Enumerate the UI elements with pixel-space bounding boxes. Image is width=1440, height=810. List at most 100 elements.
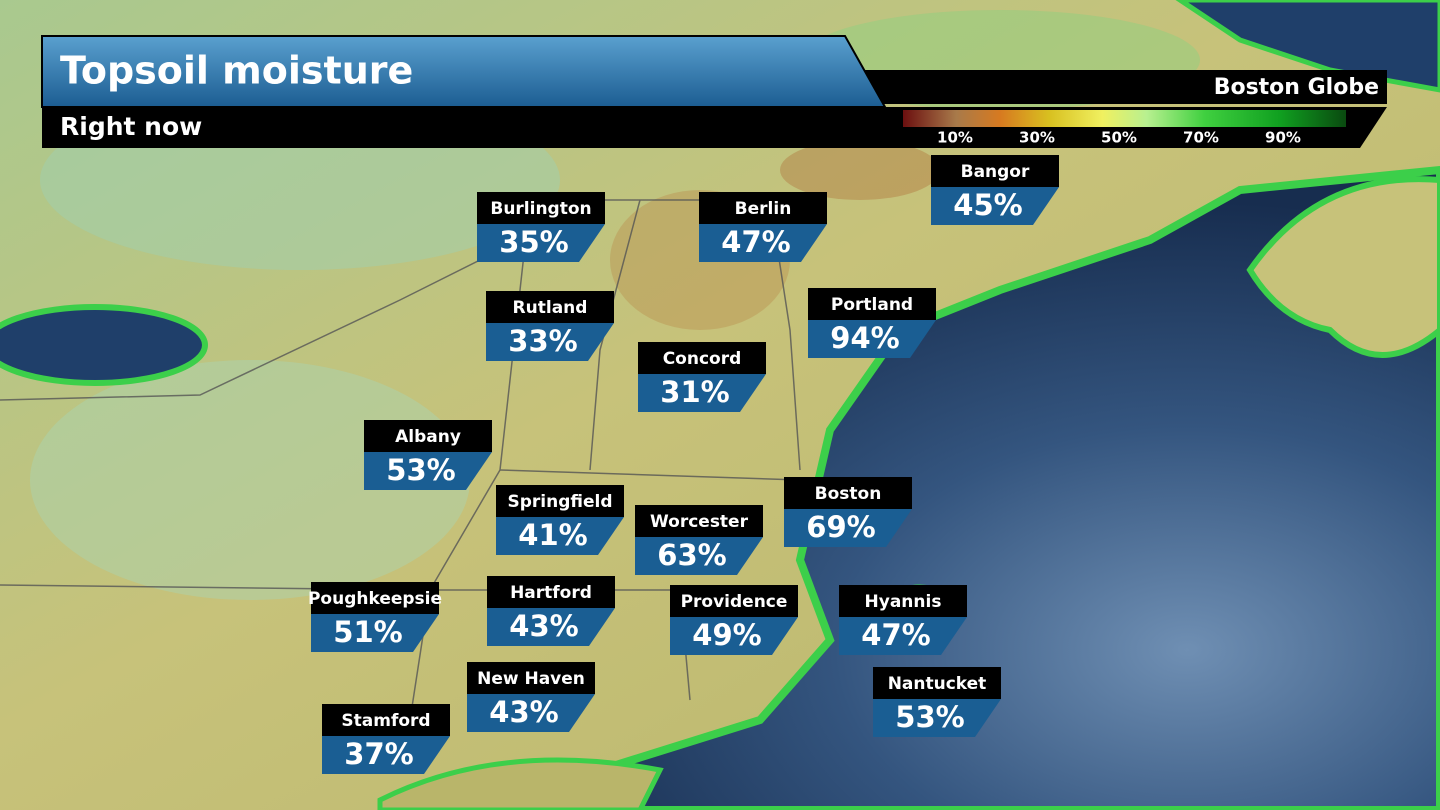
value-box — [477, 224, 605, 262]
value-box — [784, 509, 912, 547]
city-label: Hyannis 47% — [839, 585, 967, 655]
name-box — [467, 662, 595, 694]
city-label: Springfield 41% — [496, 485, 624, 555]
city-value: 35% — [499, 225, 568, 259]
value-box — [670, 617, 798, 655]
city-value: 49% — [692, 618, 761, 652]
city-label: Boston 69% — [784, 477, 912, 547]
ocean — [429, 165, 1440, 810]
name-box — [496, 485, 624, 517]
city-name: Worcester — [650, 512, 749, 532]
name-box — [699, 192, 827, 224]
city-name: Rutland — [513, 298, 588, 318]
city-value: 47% — [861, 618, 930, 652]
city-name: Nantucket — [888, 674, 987, 694]
city-name: Providence — [681, 592, 788, 612]
legend-scale — [903, 110, 1346, 127]
name-box — [486, 291, 614, 323]
legend-label: 10% — [937, 129, 973, 147]
value-box — [635, 537, 763, 575]
city-label: Portland 94% — [808, 288, 936, 358]
city-value: 63% — [657, 538, 726, 572]
legend-label: 90% — [1265, 129, 1301, 147]
city-name: Burlington — [490, 199, 591, 219]
name-box — [873, 667, 1001, 699]
lake — [0, 304, 208, 386]
city-value: 41% — [518, 518, 587, 552]
brand: Boston Globe — [1214, 75, 1379, 100]
legend-label: 30% — [1019, 129, 1055, 147]
city-value: 51% — [333, 615, 402, 649]
city-value: 53% — [895, 700, 964, 734]
title: Topsoil moisture — [60, 49, 413, 93]
value-box — [873, 699, 1001, 737]
name-box — [670, 585, 798, 617]
city-value: 53% — [386, 453, 455, 487]
value-box — [322, 736, 450, 774]
city-name: Boston — [815, 484, 882, 504]
city-value: 43% — [489, 695, 558, 729]
value-box — [931, 187, 1059, 225]
city-name: New Haven — [477, 669, 585, 689]
city-label: Providence 49% — [670, 585, 798, 655]
value-box — [839, 617, 967, 655]
name-box — [487, 576, 615, 608]
value-box — [487, 608, 615, 646]
name-box — [364, 420, 492, 452]
city-value: 31% — [660, 375, 729, 409]
header: Topsoil moisture Right now Boston Globe — [41, 35, 1387, 148]
name-box — [322, 704, 450, 736]
city-name: Portland — [831, 295, 913, 315]
city-label: Stamford 37% — [322, 704, 450, 774]
value-box — [364, 452, 492, 490]
city-label: Albany 53% — [364, 420, 492, 490]
name-box — [931, 155, 1059, 187]
name-box — [784, 477, 912, 509]
city-label: Berlin 47% — [699, 192, 827, 262]
brand-bar — [860, 70, 1387, 104]
city-value: 33% — [508, 324, 577, 358]
value-box — [496, 517, 624, 555]
city-label: Nantucket 53% — [873, 667, 1001, 737]
city-name: Springfield — [507, 492, 612, 512]
value-box — [808, 320, 936, 358]
value-box — [311, 614, 439, 652]
legend-label: 50% — [1101, 129, 1137, 147]
city-label: Worcester 63% — [635, 505, 763, 575]
city-label: Bangor 45% — [931, 155, 1059, 225]
name-box — [635, 505, 763, 537]
city-label: Rutland 33% — [486, 291, 614, 361]
city-value: 47% — [721, 225, 790, 259]
city-label: Hartford 43% — [487, 576, 615, 646]
city-label: Poughkeepsie 51% — [308, 582, 442, 652]
city-name: Hyannis — [865, 592, 942, 612]
city-name: Poughkeepsie — [308, 589, 442, 609]
name-box — [311, 582, 439, 614]
legend-label: 70% — [1183, 129, 1219, 147]
subtitle: Right now — [60, 112, 202, 141]
city-value: 45% — [953, 188, 1022, 222]
city-name: Stamford — [341, 711, 430, 731]
city-value: 37% — [344, 737, 413, 771]
city-value: 43% — [509, 609, 578, 643]
title-banner — [41, 35, 887, 108]
city-name: Hartford — [510, 583, 592, 603]
city-label: Burlington 35% — [477, 192, 605, 262]
cities: Burlington 35% Berlin 47% Bangor 45% Rutland 33… — [308, 155, 1059, 774]
terrain — [780, 140, 940, 200]
city-name: Albany — [395, 427, 461, 447]
city-label: Concord 31% — [638, 342, 766, 412]
value-box — [699, 224, 827, 262]
city-name: Bangor — [961, 162, 1030, 182]
name-box — [839, 585, 967, 617]
city-label: New Haven 43% — [467, 662, 595, 732]
value-box — [486, 323, 614, 361]
city-name: Concord — [663, 349, 742, 369]
terrain — [30, 360, 470, 600]
legend: 10% 30% 50% 70% 90% — [937, 129, 1301, 147]
city-value: 94% — [830, 321, 899, 355]
city-value: 69% — [806, 510, 875, 544]
name-box — [477, 192, 605, 224]
name-box — [638, 342, 766, 374]
